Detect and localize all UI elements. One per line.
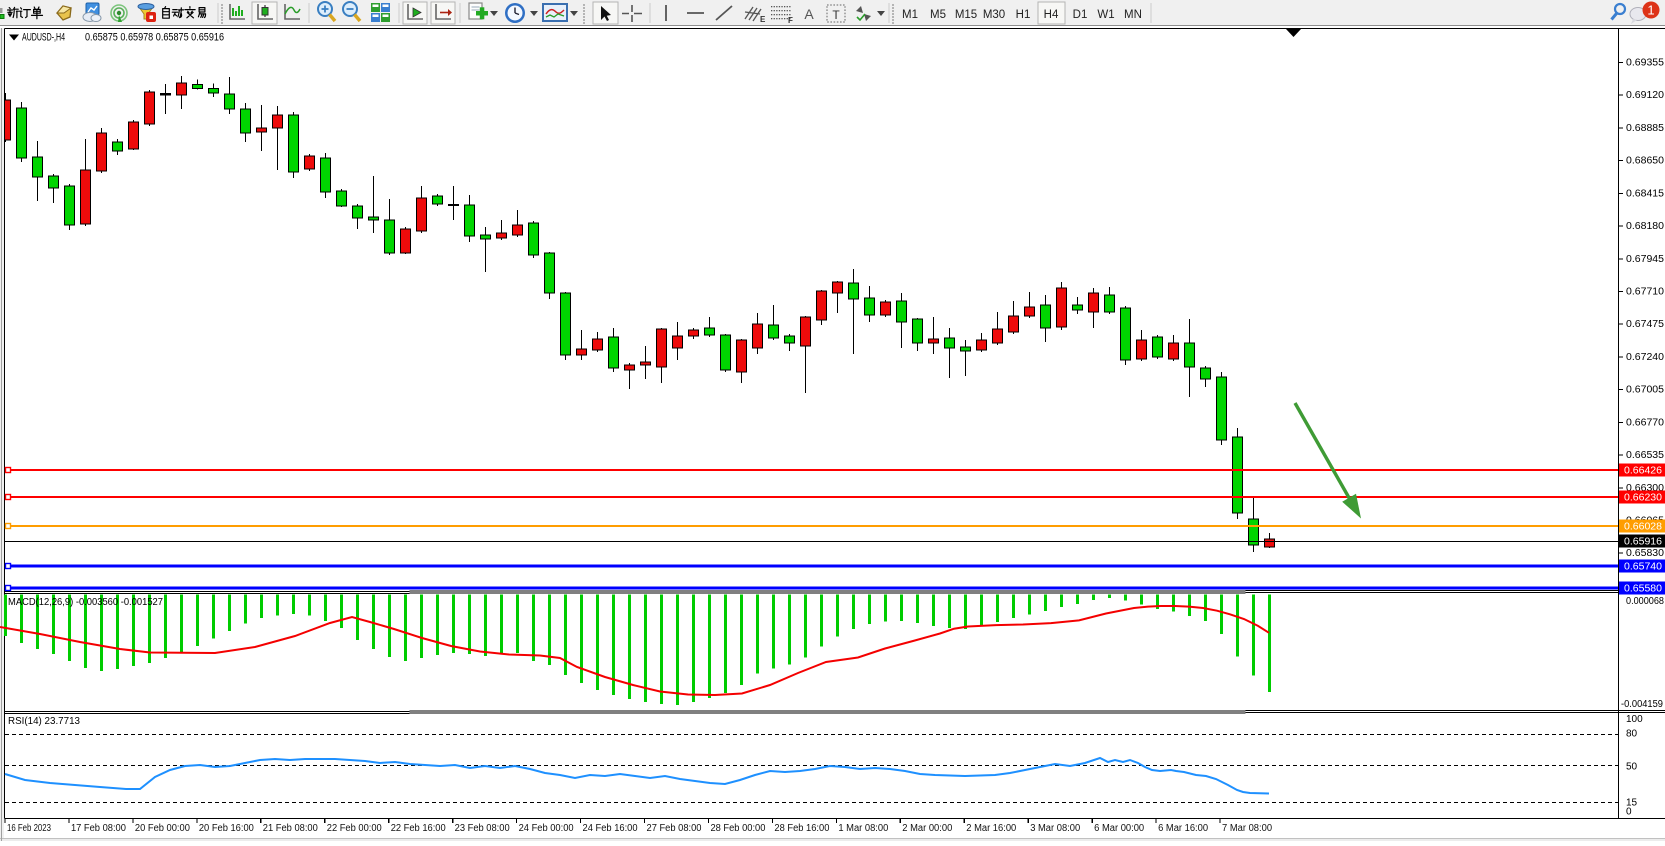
svg-text:0.65580: 0.65580: [1624, 584, 1662, 595]
svg-text:0.68415: 0.68415: [1626, 188, 1664, 199]
svg-text:0.67240: 0.67240: [1626, 352, 1664, 363]
svg-text:20 Feb 00:00: 20 Feb 00:00: [135, 823, 190, 834]
svg-text:E: E: [760, 15, 766, 24]
svg-text:22 Feb 16:00: 22 Feb 16:00: [391, 823, 446, 834]
svg-text:0.66770: 0.66770: [1626, 417, 1664, 428]
svg-text:100: 100: [1626, 714, 1643, 725]
svg-text:1 Mar 08:00: 1 Mar 08:00: [838, 823, 888, 834]
svg-text:AUDUSD-,H4: AUDUSD-,H4: [22, 31, 65, 43]
svg-text:3 Mar 08:00: 3 Mar 08:00: [1030, 823, 1080, 834]
svg-text:21 Feb 08:00: 21 Feb 08:00: [263, 823, 318, 834]
svg-text:28 Feb 00:00: 28 Feb 00:00: [710, 823, 765, 834]
svg-text:80: 80: [1626, 729, 1638, 740]
svg-text:-0.004159: -0.004159: [1621, 699, 1663, 710]
svg-text:6 Mar 16:00: 6 Mar 16:00: [1158, 823, 1208, 834]
svg-text:D1: D1: [1073, 9, 1088, 21]
svg-text:F: F: [788, 16, 793, 25]
svg-text:0.66535: 0.66535: [1626, 450, 1664, 461]
svg-text:17 Feb 08:00: 17 Feb 08:00: [71, 823, 126, 834]
svg-text:M15: M15: [955, 9, 977, 21]
svg-text:0.65830: 0.65830: [1626, 548, 1664, 559]
svg-text:0.69355: 0.69355: [1626, 58, 1664, 69]
svg-text:27 Feb 08:00: 27 Feb 08:00: [647, 823, 702, 834]
svg-text:0: 0: [1626, 807, 1632, 818]
svg-text:M5: M5: [930, 9, 946, 21]
svg-text:M1: M1: [902, 9, 918, 21]
svg-text:0.68180: 0.68180: [1626, 221, 1664, 232]
svg-text:0.69120: 0.69120: [1626, 90, 1664, 101]
svg-text:0.67475: 0.67475: [1626, 319, 1664, 330]
svg-text:1: 1: [1647, 3, 1654, 18]
svg-text:28 Feb 16:00: 28 Feb 16:00: [774, 823, 829, 834]
svg-text:H1: H1: [1016, 9, 1031, 21]
svg-text:0.65875 0.65978 0.65875 0.6591: 0.65875 0.65978 0.65875 0.65916: [85, 31, 224, 43]
svg-text:20 Feb 16:00: 20 Feb 16:00: [199, 823, 254, 834]
svg-text:0.67005: 0.67005: [1626, 385, 1664, 396]
svg-text:MACD(12,26,9) -0.003560 -0.001: MACD(12,26,9) -0.003560 -0.001527: [8, 597, 163, 608]
svg-text:24 Feb 00:00: 24 Feb 00:00: [519, 823, 574, 834]
svg-text:0.66028: 0.66028: [1624, 522, 1662, 533]
svg-text:0.65740: 0.65740: [1624, 562, 1662, 573]
svg-text:0.000068: 0.000068: [1626, 596, 1664, 607]
svg-text:2 Mar 00:00: 2 Mar 00:00: [902, 823, 952, 834]
svg-text:50: 50: [1626, 762, 1638, 773]
svg-text:0.65916: 0.65916: [1624, 537, 1662, 548]
svg-text:16 Feb 2023: 16 Feb 2023: [7, 823, 51, 834]
svg-text:0.68650: 0.68650: [1626, 156, 1664, 167]
svg-text:24 Feb 16:00: 24 Feb 16:00: [583, 823, 638, 834]
svg-text:MN: MN: [1124, 9, 1142, 21]
svg-text:0.68885: 0.68885: [1626, 123, 1664, 134]
svg-text:RSI(14) 23.7713: RSI(14) 23.7713: [8, 716, 80, 727]
svg-text:7 Mar 08:00: 7 Mar 08:00: [1222, 823, 1272, 834]
svg-text:22 Feb 00:00: 22 Feb 00:00: [327, 823, 382, 834]
svg-text:6 Mar 00:00: 6 Mar 00:00: [1094, 823, 1144, 834]
svg-text:H4: H4: [1044, 9, 1059, 21]
svg-text:0.67945: 0.67945: [1626, 254, 1664, 265]
svg-text:M30: M30: [983, 9, 1005, 21]
svg-text:T: T: [832, 8, 840, 22]
svg-text:W1: W1: [1097, 9, 1114, 21]
svg-text:0.66426: 0.66426: [1624, 466, 1662, 477]
svg-text:0.67710: 0.67710: [1626, 287, 1664, 298]
svg-text:0.66230: 0.66230: [1624, 493, 1662, 504]
svg-text:2 Mar 16:00: 2 Mar 16:00: [966, 823, 1016, 834]
svg-text:23 Feb 08:00: 23 Feb 08:00: [455, 823, 510, 834]
svg-text:A: A: [804, 6, 814, 22]
